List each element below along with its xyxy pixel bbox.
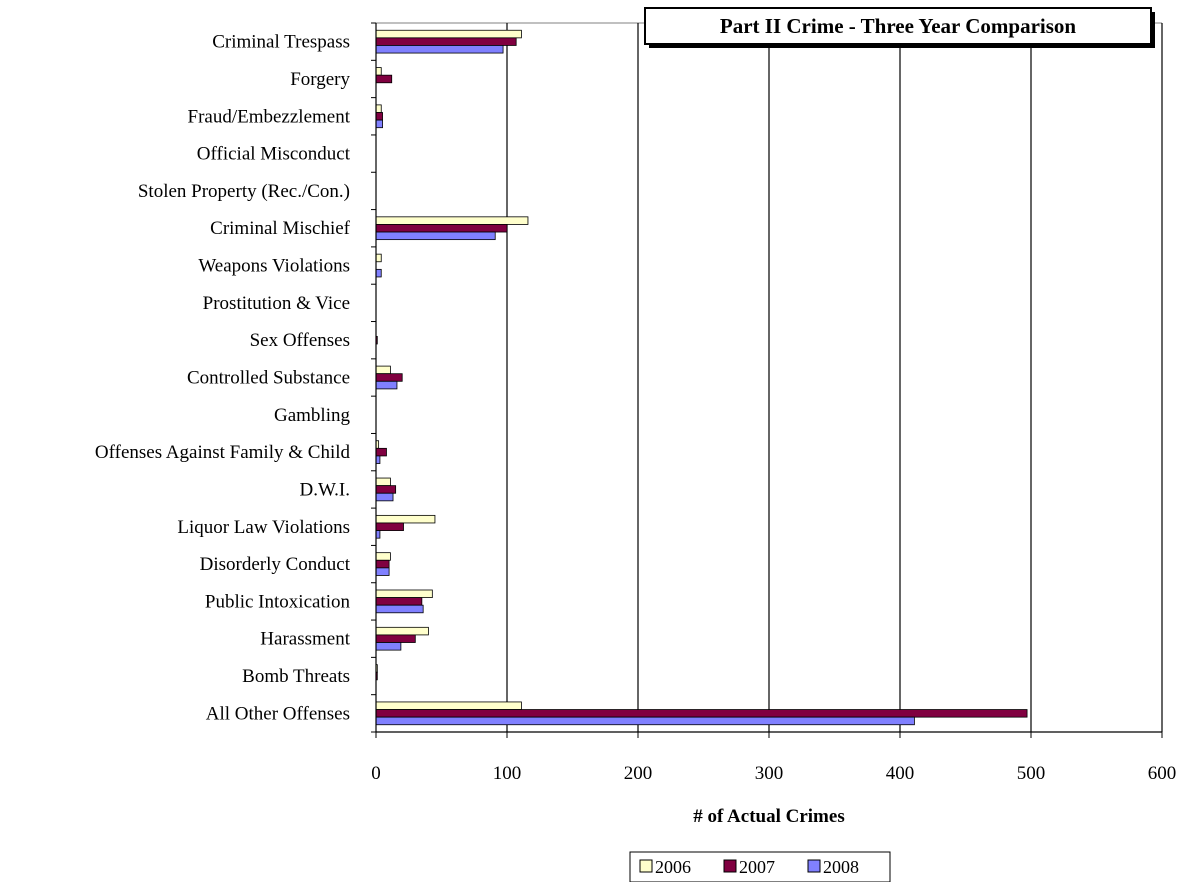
category-label-gambling: Gambling	[274, 405, 350, 426]
bar-harassment-2008	[375, 642, 402, 651]
bar-all-other-offenses-2008	[375, 716, 915, 726]
legend-swatch-2006	[639, 859, 653, 873]
bar-criminal-mischief-2007	[375, 224, 508, 233]
gridlines	[376, 22, 1163, 732]
category-label-sex-offenses: Sex Offenses	[250, 330, 350, 351]
bar-forgery-2006	[375, 67, 382, 76]
legend-swatch-2008	[807, 859, 821, 873]
bar-liquor-law-violations-2007	[375, 522, 404, 531]
bar-controlled-substance-2006	[375, 365, 391, 375]
category-label-liquor-law-violations: Liquor Law Violations	[177, 517, 350, 538]
category-labels: Criminal Trespass Forgery Fraud/Embezzleme…	[95, 32, 351, 725]
category-label-harassment: Harassment	[260, 629, 350, 650]
bar-disorderly-conduct-2008	[375, 567, 390, 576]
category-label-weapons-violations: Weapons Violations	[198, 256, 350, 277]
category-label-bomb-threats: Bomb Threats	[242, 666, 350, 687]
bar-criminal-trespass-2006	[375, 29, 522, 39]
bar-disorderly-conduct-2007	[375, 559, 390, 569]
x-tick-label-300: 300	[755, 763, 784, 784]
x-tick-label-400: 400	[886, 763, 915, 784]
category-label-prostitution-vice: Prostitution & Vice	[203, 293, 350, 314]
bar-criminal-trespass-2008	[375, 45, 504, 54]
bar-controlled-substance-2008	[375, 380, 398, 390]
bar-all-other-offenses-2006	[375, 701, 522, 710]
bar-criminal-mischief-2006	[375, 216, 529, 225]
legend-label-2007: 2007	[739, 857, 775, 877]
title-frame	[644, 7, 1152, 45]
legend-label-2008: 2008	[823, 857, 859, 877]
bar-all-other-offenses-2007	[375, 709, 1028, 718]
x-tick-label-100: 100	[493, 763, 522, 784]
category-label-criminal-trespass: Criminal Trespass	[212, 32, 350, 53]
bar-controlled-substance-2007	[375, 373, 403, 382]
bar-d-w-i-2007	[375, 485, 397, 494]
x-tick-label-0: 0	[371, 763, 381, 784]
category-label-stolen-property-rec-con: Stolen Property (Rec./Con.)	[138, 181, 350, 202]
category-label-disorderly-conduct: Disorderly Conduct	[200, 554, 351, 575]
category-label-fraud-embezzlement: Fraud/Embezzlement	[188, 106, 351, 127]
bar-offenses-against-family-child-2007	[375, 447, 387, 457]
bar-liquor-law-violations-2006	[375, 514, 436, 524]
bar-d-w-i-2006	[375, 477, 391, 487]
chart-title: Part II Crime - Three Year Comparison	[720, 14, 1076, 38]
legend-label-2006: 2006	[655, 857, 691, 877]
category-label-offenses-against-family-child: Offenses Against Family & Child	[95, 442, 351, 463]
axes	[371, 22, 1163, 738]
bar-forgery-2007	[375, 74, 393, 84]
category-label-all-other-offenses: All Other Offenses	[206, 703, 350, 724]
x-tick-labels: 0 100 200 300 400 500 600	[371, 763, 1176, 784]
bar-harassment-2006	[375, 626, 429, 636]
bar-fraud-embezzlement-2007	[375, 112, 383, 121]
bar-weapons-violations-2008	[375, 268, 382, 278]
x-tick-label-600: 600	[1148, 763, 1177, 784]
bar-weapons-violations-2006	[375, 253, 382, 263]
bar-harassment-2007	[375, 634, 416, 643]
bar-public-intoxication-2006	[375, 589, 433, 598]
bar-fraud-embezzlement-2006	[375, 104, 382, 113]
legend-frame	[629, 851, 891, 883]
x-tick-label-500: 500	[1017, 763, 1046, 784]
chart-title-box: Part II Crime - Three Year Comparison	[644, 7, 1155, 48]
bars	[375, 29, 1028, 726]
bar-criminal-mischief-2008	[375, 231, 496, 241]
x-tick-label-200: 200	[624, 763, 653, 784]
bar-criminal-trespass-2007	[375, 37, 517, 46]
category-label-criminal-mischief: Criminal Mischief	[210, 218, 351, 239]
category-label-public-intoxication: Public Intoxication	[205, 591, 351, 612]
category-label-forgery: Forgery	[290, 69, 350, 90]
bar-fraud-embezzlement-2008	[375, 119, 383, 129]
x-axis-label: # of Actual Crimes	[693, 806, 844, 827]
legend-swatch-2007	[723, 859, 737, 873]
category-label-d-w-i: D.W.I.	[300, 479, 351, 500]
category-label-official-misconduct: Official Misconduct	[197, 144, 351, 165]
bar-public-intoxication-2008	[375, 604, 424, 614]
bar-disorderly-conduct-2006	[375, 552, 391, 561]
bar-public-intoxication-2007	[375, 597, 423, 606]
category-label-controlled-substance: Controlled Substance	[187, 368, 350, 389]
bar-d-w-i-2008	[375, 492, 394, 502]
legend: 2006 2007 2008	[629, 851, 891, 883]
